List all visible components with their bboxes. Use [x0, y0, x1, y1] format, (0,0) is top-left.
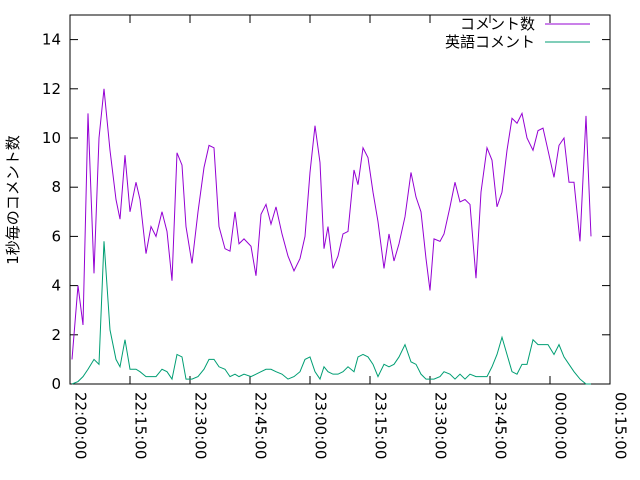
x-tick-label: 23:45:00	[491, 392, 509, 459]
y-tick-label: 0	[51, 375, 61, 393]
y-tick-label: 14	[42, 31, 61, 49]
y-tick-label: 6	[51, 227, 61, 245]
x-tick-label: 23:30:00	[431, 392, 449, 459]
y-axis-label: 1秒毎のコメント数	[4, 135, 22, 265]
y-tick-label: 8	[51, 178, 61, 196]
x-tick-label: 22:45:00	[251, 392, 269, 459]
x-tick-label: 00:00:00	[551, 392, 569, 459]
x-tick-label: 00:15:00	[611, 392, 629, 459]
y-tick-label: 12	[42, 80, 61, 98]
y-tick-label: 4	[51, 277, 61, 295]
plot-frame	[69, 14, 611, 385]
x-tick-label: 22:00:00	[71, 392, 89, 459]
legend-label: 英語コメント	[445, 33, 535, 51]
x-tick-label: 23:00:00	[311, 392, 329, 459]
x-tick-label: 22:15:00	[131, 392, 149, 459]
x-tick-label: 22:30:00	[191, 392, 209, 459]
series-line	[71, 88, 592, 360]
series-line	[71, 241, 591, 385]
y-tick-label: 10	[42, 129, 61, 147]
legend-label: コメント数	[460, 15, 535, 33]
y-tick-label: 2	[51, 326, 61, 344]
x-tick-label: 23:15:00	[371, 392, 389, 459]
